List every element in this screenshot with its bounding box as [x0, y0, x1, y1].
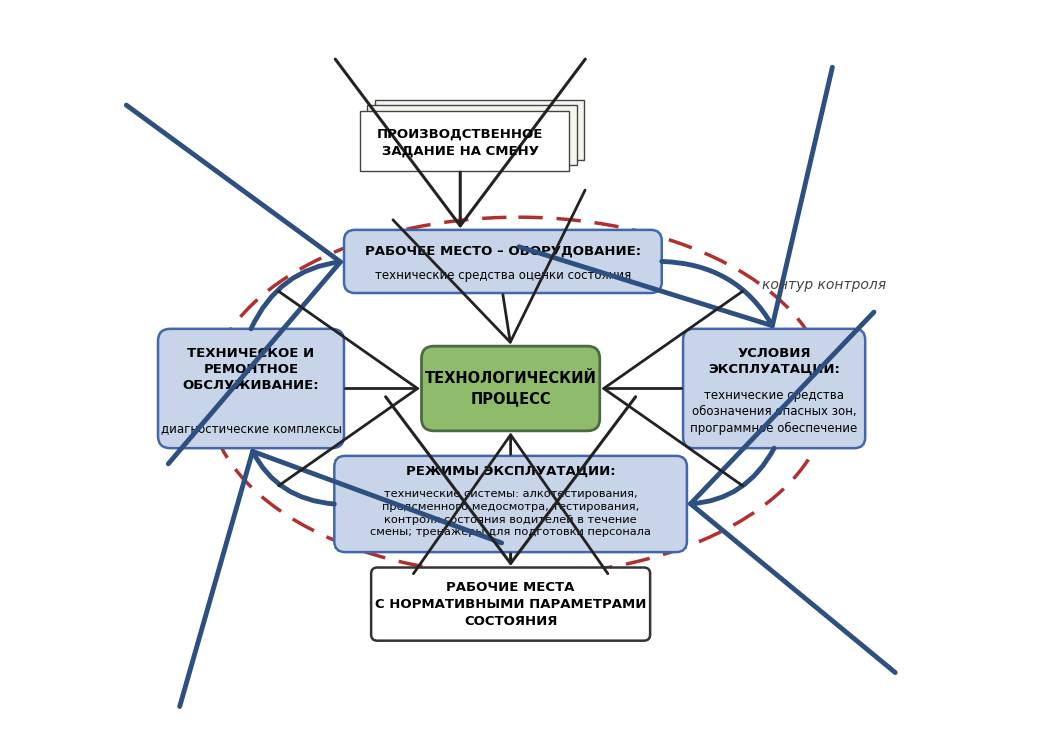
Text: УСЛОВИЯ
ЭКСПЛУАТАЦИИ:: УСЛОВИЯ ЭКСПЛУАТАЦИИ:	[708, 347, 840, 376]
Text: технические системы: алкотестирования,
предсменного медосмотра, тестирования,
ко: технические системы: алкотестирования, п…	[371, 489, 651, 537]
Polygon shape	[375, 100, 584, 159]
FancyBboxPatch shape	[422, 346, 600, 431]
Text: РАБОЧЕЕ МЕСТО – ОБОРУДОВАНИЕ:: РАБОЧЕЕ МЕСТО – ОБОРУДОВАНИЕ:	[364, 244, 641, 257]
FancyBboxPatch shape	[334, 456, 687, 552]
Text: ТЕХНОЛОГИЧЕСКИЙ
ПРОЦЕСС: ТЕХНОЛОГИЧЕСКИЙ ПРОЦЕСС	[425, 371, 597, 406]
FancyBboxPatch shape	[371, 567, 650, 641]
Polygon shape	[359, 110, 569, 171]
FancyBboxPatch shape	[158, 329, 344, 448]
Text: РЕЖИМЫ ЭКСПЛУАТАЦИИ:: РЕЖИМЫ ЭКСПЛУАТАЦИИ:	[406, 465, 616, 478]
Text: технические средства оценки состояния: технические средства оценки состояния	[375, 269, 631, 282]
Text: ТЕХНИЧЕСКОЕ И
РЕМОНТНОЕ
ОБСЛУЖИВАНИЕ:: ТЕХНИЧЕСКОЕ И РЕМОНТНОЕ ОБСЛУЖИВАНИЕ:	[182, 347, 319, 392]
Polygon shape	[367, 105, 577, 165]
FancyBboxPatch shape	[683, 329, 865, 448]
Text: ПРОИЗВОДСТВЕННОЕ
ЗАДАНИЕ НА СМЕНУ: ПРОИЗВОДСТВЕННОЕ ЗАДАНИЕ НА СМЕНУ	[377, 128, 543, 158]
Text: диагностические комплексы: диагностические комплексы	[160, 422, 341, 435]
FancyBboxPatch shape	[344, 230, 662, 293]
Text: технические средства
обозначения опасных зон,
программное обеспечение: технические средства обозначения опасных…	[691, 389, 857, 434]
Text: РАБОЧИЕ МЕСТА
С НОРМАТИВНЫМИ ПАРАМЕТРАМИ
СОСТОЯНИЯ: РАБОЧИЕ МЕСТА С НОРМАТИВНЫМИ ПАРАМЕТРАМИ…	[375, 581, 646, 628]
Text: контур контроля: контур контроля	[762, 278, 887, 292]
